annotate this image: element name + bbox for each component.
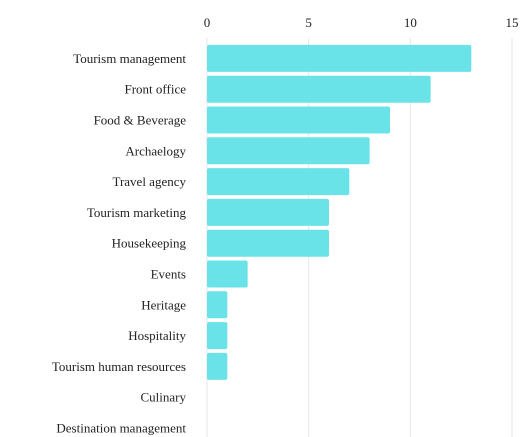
category-label: Hospitality (128, 328, 186, 343)
bar (207, 322, 228, 350)
category-label: Events (151, 267, 186, 282)
bar (207, 137, 370, 165)
bar (207, 352, 228, 380)
x-tick-label: 5 (305, 15, 312, 30)
category-label: Housekeeping (112, 236, 187, 251)
category-label: Culinary (141, 390, 187, 405)
category-label: Tourism marketing (87, 205, 187, 220)
category-label: Travel agency (112, 174, 186, 189)
bar (207, 75, 431, 103)
bar (207, 198, 329, 226)
x-tick-label: 15 (506, 15, 519, 30)
x-tick-label: 10 (404, 15, 417, 30)
category-label: Archaelogy (125, 143, 186, 158)
category-label: Heritage (141, 297, 186, 312)
bar (207, 229, 329, 257)
bar (207, 291, 228, 319)
category-labels: Tourism management Front office Food & Bev… (52, 51, 187, 436)
bars (207, 44, 472, 380)
category-label: Front office (125, 82, 187, 97)
bar (207, 260, 248, 288)
bar (207, 106, 390, 134)
bar (207, 44, 472, 72)
x-axis-ticks: 0 5 10 15 (204, 15, 519, 30)
bar (207, 168, 350, 196)
x-tick-label: 0 (204, 15, 211, 30)
category-label: Food & Beverage (94, 113, 187, 128)
category-label: Tourism management (73, 51, 186, 66)
category-label: Destination management (56, 421, 186, 436)
category-label: Tourism human resources (52, 359, 186, 374)
